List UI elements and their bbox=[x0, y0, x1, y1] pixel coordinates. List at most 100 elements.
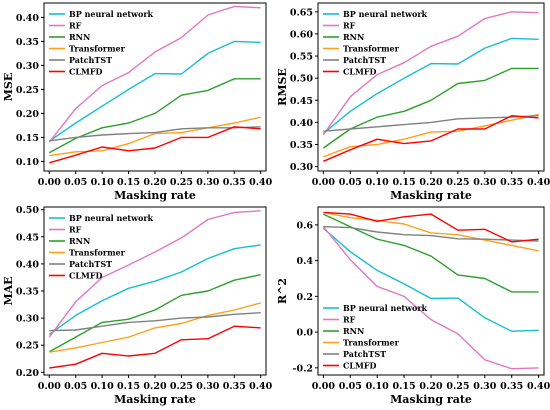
x-tick-label: 0.25 bbox=[446, 177, 469, 188]
y-tick-label: 0.45 bbox=[290, 96, 313, 107]
y-tick-label: 0.20 bbox=[16, 368, 40, 379]
series-line-bp-neural-network bbox=[48, 40, 261, 142]
y-tick-label: 0.30 bbox=[290, 162, 314, 173]
y-tick-label: 0.50 bbox=[16, 205, 40, 216]
chart-panel-4: 0.00 0.05 0.10 0.15 0.20 0.25 0.30 0.35 0.40 -0.2… bbox=[276, 206, 550, 406]
x-tick-label: 0.25 bbox=[170, 381, 193, 392]
x-tick-label: 0.15 bbox=[117, 177, 140, 188]
y-axis-title: R^2 bbox=[276, 278, 289, 304]
chart-panel-1: 0.00 0.05 0.10 0.15 0.20 0.25 0.30 0.35 0.400.10… bbox=[2, 2, 273, 202]
y-tick-label: 0.15 bbox=[16, 133, 39, 144]
x-tick-label: 0.20 bbox=[143, 381, 167, 392]
series-line-patchtst bbox=[49, 312, 261, 332]
series-line-clmfd bbox=[323, 114, 539, 162]
series-line-transformer bbox=[49, 116, 261, 157]
x-tick-label: 0.30 bbox=[196, 381, 220, 392]
x-axis-title: Masking rate bbox=[390, 393, 472, 406]
legend-label: BP neural network bbox=[343, 303, 428, 313]
series-line-transformer bbox=[323, 211, 539, 252]
x-tick-label: 0.30 bbox=[473, 381, 497, 392]
y-tick-label: 0.10 bbox=[16, 157, 40, 168]
x-tick-label: 0.10 bbox=[91, 177, 115, 188]
x-tick-label: 0.25 bbox=[170, 177, 193, 188]
y-tick-label: 0.20 bbox=[16, 109, 40, 120]
y-axis-title: MAE bbox=[2, 276, 15, 305]
series-line-rf bbox=[322, 226, 539, 370]
x-tick-label: 0.35 bbox=[223, 177, 246, 188]
y-tick-label: 0.0 bbox=[296, 328, 313, 339]
legend-label: BP neural network bbox=[343, 9, 428, 19]
y-tick-label: 0.35 bbox=[16, 37, 39, 48]
legend-label: Transformer bbox=[69, 44, 126, 54]
series-line-rnn bbox=[323, 213, 539, 293]
x-axis-title: Masking rate bbox=[390, 189, 472, 202]
legend-label: CLMFD bbox=[343, 361, 377, 371]
x-tick-label: 0.05 bbox=[64, 381, 87, 392]
x-tick-label: 0.10 bbox=[366, 381, 390, 392]
series-line-patchtst bbox=[323, 226, 539, 242]
legend-label: BP neural network bbox=[69, 9, 154, 19]
x-tick-label: 0.10 bbox=[366, 177, 390, 188]
x-tick-label: 0.35 bbox=[500, 177, 523, 188]
x-tick-label: 0.35 bbox=[223, 381, 246, 392]
y-tick-label: 0.55 bbox=[290, 52, 313, 63]
y-tick-label: 0.6 bbox=[296, 220, 313, 231]
legend-label: RNN bbox=[343, 326, 364, 336]
x-tick-label: 0.20 bbox=[419, 177, 443, 188]
legend-label: RF bbox=[343, 21, 356, 31]
legend-label: CLMFD bbox=[343, 67, 377, 77]
series-line-rf bbox=[322, 11, 539, 136]
x-tick-label: 0.05 bbox=[64, 177, 87, 188]
x-tick-label: 0.30 bbox=[196, 177, 220, 188]
x-tick-label: 0.05 bbox=[339, 381, 362, 392]
series-line-bp-neural-network bbox=[48, 244, 261, 335]
y-axis-title: MSE bbox=[2, 73, 15, 102]
y-tick-label: 0.65 bbox=[290, 7, 313, 18]
x-tick-label: 0.30 bbox=[473, 177, 497, 188]
x-tick-label: 0.40 bbox=[249, 177, 273, 188]
x-axis-title: Masking rate bbox=[114, 189, 196, 202]
y-tick-label: -0.2 bbox=[293, 363, 313, 374]
legend-label: Transformer bbox=[69, 248, 126, 258]
series-line-transformer bbox=[323, 113, 539, 158]
x-tick-label: 0.40 bbox=[527, 177, 550, 188]
x-tick-label: 0.10 bbox=[91, 381, 115, 392]
x-tick-label: 0.15 bbox=[393, 177, 416, 188]
y-tick-label: 0.30 bbox=[16, 61, 40, 72]
series-line-patchtst bbox=[49, 126, 261, 142]
y-tick-label: 0.35 bbox=[290, 140, 313, 151]
series-line-rnn bbox=[48, 274, 261, 353]
series-line-bp-neural-network bbox=[322, 227, 539, 332]
x-tick-label: 0.00 bbox=[38, 381, 62, 392]
y-tick-label: 0.60 bbox=[290, 29, 314, 40]
legend-label: PatchTST bbox=[69, 259, 112, 269]
series-line-rnn bbox=[48, 78, 261, 154]
x-axis-title: Masking rate bbox=[114, 393, 196, 406]
y-tick-label: 0.25 bbox=[16, 85, 39, 96]
chart-panel-3: 0.00 0.05 0.10 0.15 0.20 0.25 0.30 0.35 0.400.20… bbox=[2, 205, 273, 406]
series-line-transformer bbox=[49, 302, 261, 353]
series-line-clmfd bbox=[49, 325, 261, 369]
legend-label: Transformer bbox=[343, 44, 400, 54]
x-tick-label: 0.40 bbox=[527, 381, 550, 392]
legend-label: CLMFD bbox=[69, 271, 103, 281]
y-tick-label: 0.40 bbox=[16, 13, 40, 24]
legend-label: PatchTST bbox=[343, 349, 386, 359]
legend-label: RF bbox=[69, 225, 82, 235]
chart-panel-2: 0.00 0.05 0.10 0.15 0.20 0.25 0.30 0.35 0.400.30… bbox=[276, 2, 550, 202]
y-tick-label: 0.25 bbox=[16, 341, 39, 352]
legend-label: PatchTST bbox=[69, 55, 112, 65]
x-tick-label: 0.05 bbox=[339, 177, 362, 188]
legend-label: CLMFD bbox=[69, 67, 103, 77]
x-tick-label: 0.40 bbox=[249, 381, 273, 392]
series-line-rnn bbox=[322, 67, 539, 149]
series-line-rf bbox=[48, 5, 261, 143]
x-tick-label: 0.25 bbox=[446, 381, 469, 392]
series-line-patchtst bbox=[323, 115, 539, 132]
y-tick-label: 0.45 bbox=[16, 232, 39, 243]
